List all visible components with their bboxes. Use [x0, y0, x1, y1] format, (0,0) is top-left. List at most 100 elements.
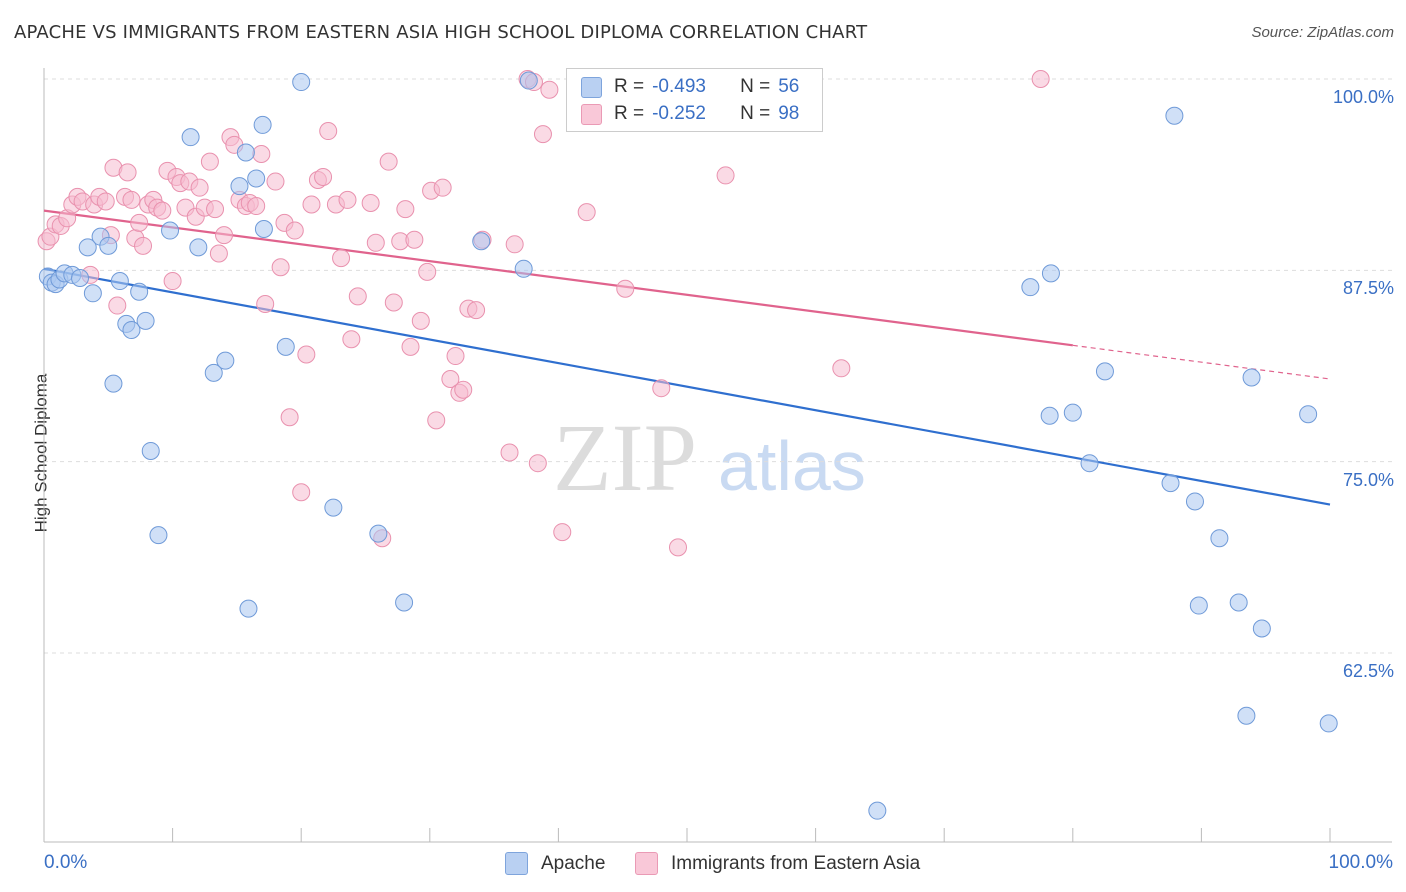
source-label: Source: ZipAtlas.com	[1251, 24, 1394, 41]
apache-point	[514, 259, 533, 278]
apache-point	[99, 236, 118, 255]
apache-point	[868, 801, 887, 820]
immigrants-point	[256, 295, 275, 314]
immigrants-point	[418, 262, 437, 281]
apache-point	[161, 221, 180, 240]
bottom-legend-apache: Apache	[505, 852, 605, 875]
x-tick-label-min: 0.0%	[44, 852, 88, 873]
immigrants-point	[441, 370, 460, 389]
n-label: N =	[740, 103, 771, 124]
apache-point	[519, 71, 538, 90]
apache-point	[141, 441, 160, 460]
apache-point	[1189, 596, 1208, 615]
apache-r-value: -0.493	[652, 76, 706, 97]
apache-point	[136, 311, 155, 330]
apache-point	[1319, 714, 1338, 733]
immigrants-point	[433, 178, 452, 197]
immigrants-point	[266, 172, 285, 191]
y-tick-label: 100.0%	[1332, 87, 1394, 107]
immigrants-legend-label: Immigrants from Eastern Asia	[671, 852, 921, 874]
apache-point	[216, 351, 235, 370]
immigrants-point	[292, 483, 311, 502]
apache-point	[83, 284, 102, 303]
immigrants-trend-extension	[1072, 344, 1331, 380]
immigrants-point	[130, 213, 149, 232]
immigrants-point	[716, 166, 735, 185]
apache-swatch	[581, 76, 602, 98]
apache-point	[292, 73, 311, 92]
apache-legend-swatch	[505, 852, 528, 875]
immigrants-point	[302, 195, 321, 214]
immigrants-point	[411, 311, 430, 330]
immigrants-point	[446, 347, 465, 366]
immigrants-point	[271, 258, 290, 277]
apache-point	[122, 321, 141, 340]
apache-point	[472, 232, 491, 251]
apache-point	[239, 599, 258, 618]
apache-point	[149, 526, 168, 545]
immigrants-point	[553, 523, 572, 542]
apache-point	[1242, 368, 1261, 387]
immigrants-point	[215, 226, 234, 245]
apache-point	[104, 374, 123, 393]
y-tick-label: 75.0%	[1342, 469, 1394, 490]
r-label: R =	[614, 103, 645, 124]
apache-point	[1299, 405, 1318, 424]
immigrants-point	[379, 152, 398, 171]
apache-point	[110, 272, 129, 291]
x-tick-label-max: 100.0%	[1328, 852, 1393, 873]
apache-point	[1080, 454, 1099, 473]
immigrants-point	[348, 287, 367, 306]
apache-point	[276, 337, 295, 356]
immigrants-trend-line	[43, 209, 1073, 347]
apache-point	[1210, 529, 1229, 548]
immigrants-point	[528, 454, 547, 473]
immigrants-point	[247, 197, 266, 216]
apache-point	[230, 177, 249, 196]
apache-legend-label: Apache	[541, 852, 606, 874]
immigrants-point	[405, 230, 424, 249]
apache-point	[247, 169, 266, 188]
apache-n-value: 56	[778, 76, 800, 97]
legend-row-apache: R = -0.493 N = 56	[581, 75, 799, 99]
immigrants-point	[163, 272, 182, 291]
immigrants-point	[252, 145, 271, 164]
immigrants-point	[134, 236, 153, 255]
apache-point	[324, 498, 343, 517]
immigrants-legend-swatch	[635, 852, 658, 875]
apache-point	[1021, 278, 1040, 297]
apache-point	[1237, 706, 1256, 725]
apache-point	[189, 238, 208, 257]
apache-point	[1063, 403, 1082, 422]
immigrants-point	[467, 301, 486, 320]
apache-point	[1041, 264, 1060, 283]
immigrants-point	[454, 380, 473, 399]
apache-point	[1252, 619, 1271, 638]
immigrants-point	[200, 152, 219, 171]
apache-point	[204, 363, 223, 382]
immigrants-point	[338, 190, 357, 209]
immigrants-point	[361, 193, 380, 212]
immigrants-point	[209, 244, 228, 263]
y-tick-label: 87.5%	[1342, 278, 1394, 299]
immigrants-point	[108, 296, 127, 315]
immigrants-point	[314, 167, 333, 186]
immigrants-point	[427, 411, 446, 430]
immigrants-point	[122, 190, 141, 209]
immigrants-r-value: -0.252	[652, 103, 706, 124]
apache-point	[130, 282, 149, 301]
immigrants-point	[832, 359, 851, 378]
n-label: N =	[740, 76, 771, 97]
immigrants-point	[533, 125, 552, 144]
immigrants-point	[190, 178, 209, 197]
apache-point	[395, 593, 414, 612]
immigrants-point	[206, 200, 225, 219]
legend-row-immigrants: R = -0.252 N = 98	[581, 102, 799, 126]
immigrants-point	[153, 201, 172, 220]
immigrants-point	[577, 203, 596, 222]
apache-point	[369, 524, 388, 543]
immigrants-point	[297, 345, 316, 364]
immigrants-point	[668, 538, 687, 557]
immigrants-point	[342, 330, 361, 349]
